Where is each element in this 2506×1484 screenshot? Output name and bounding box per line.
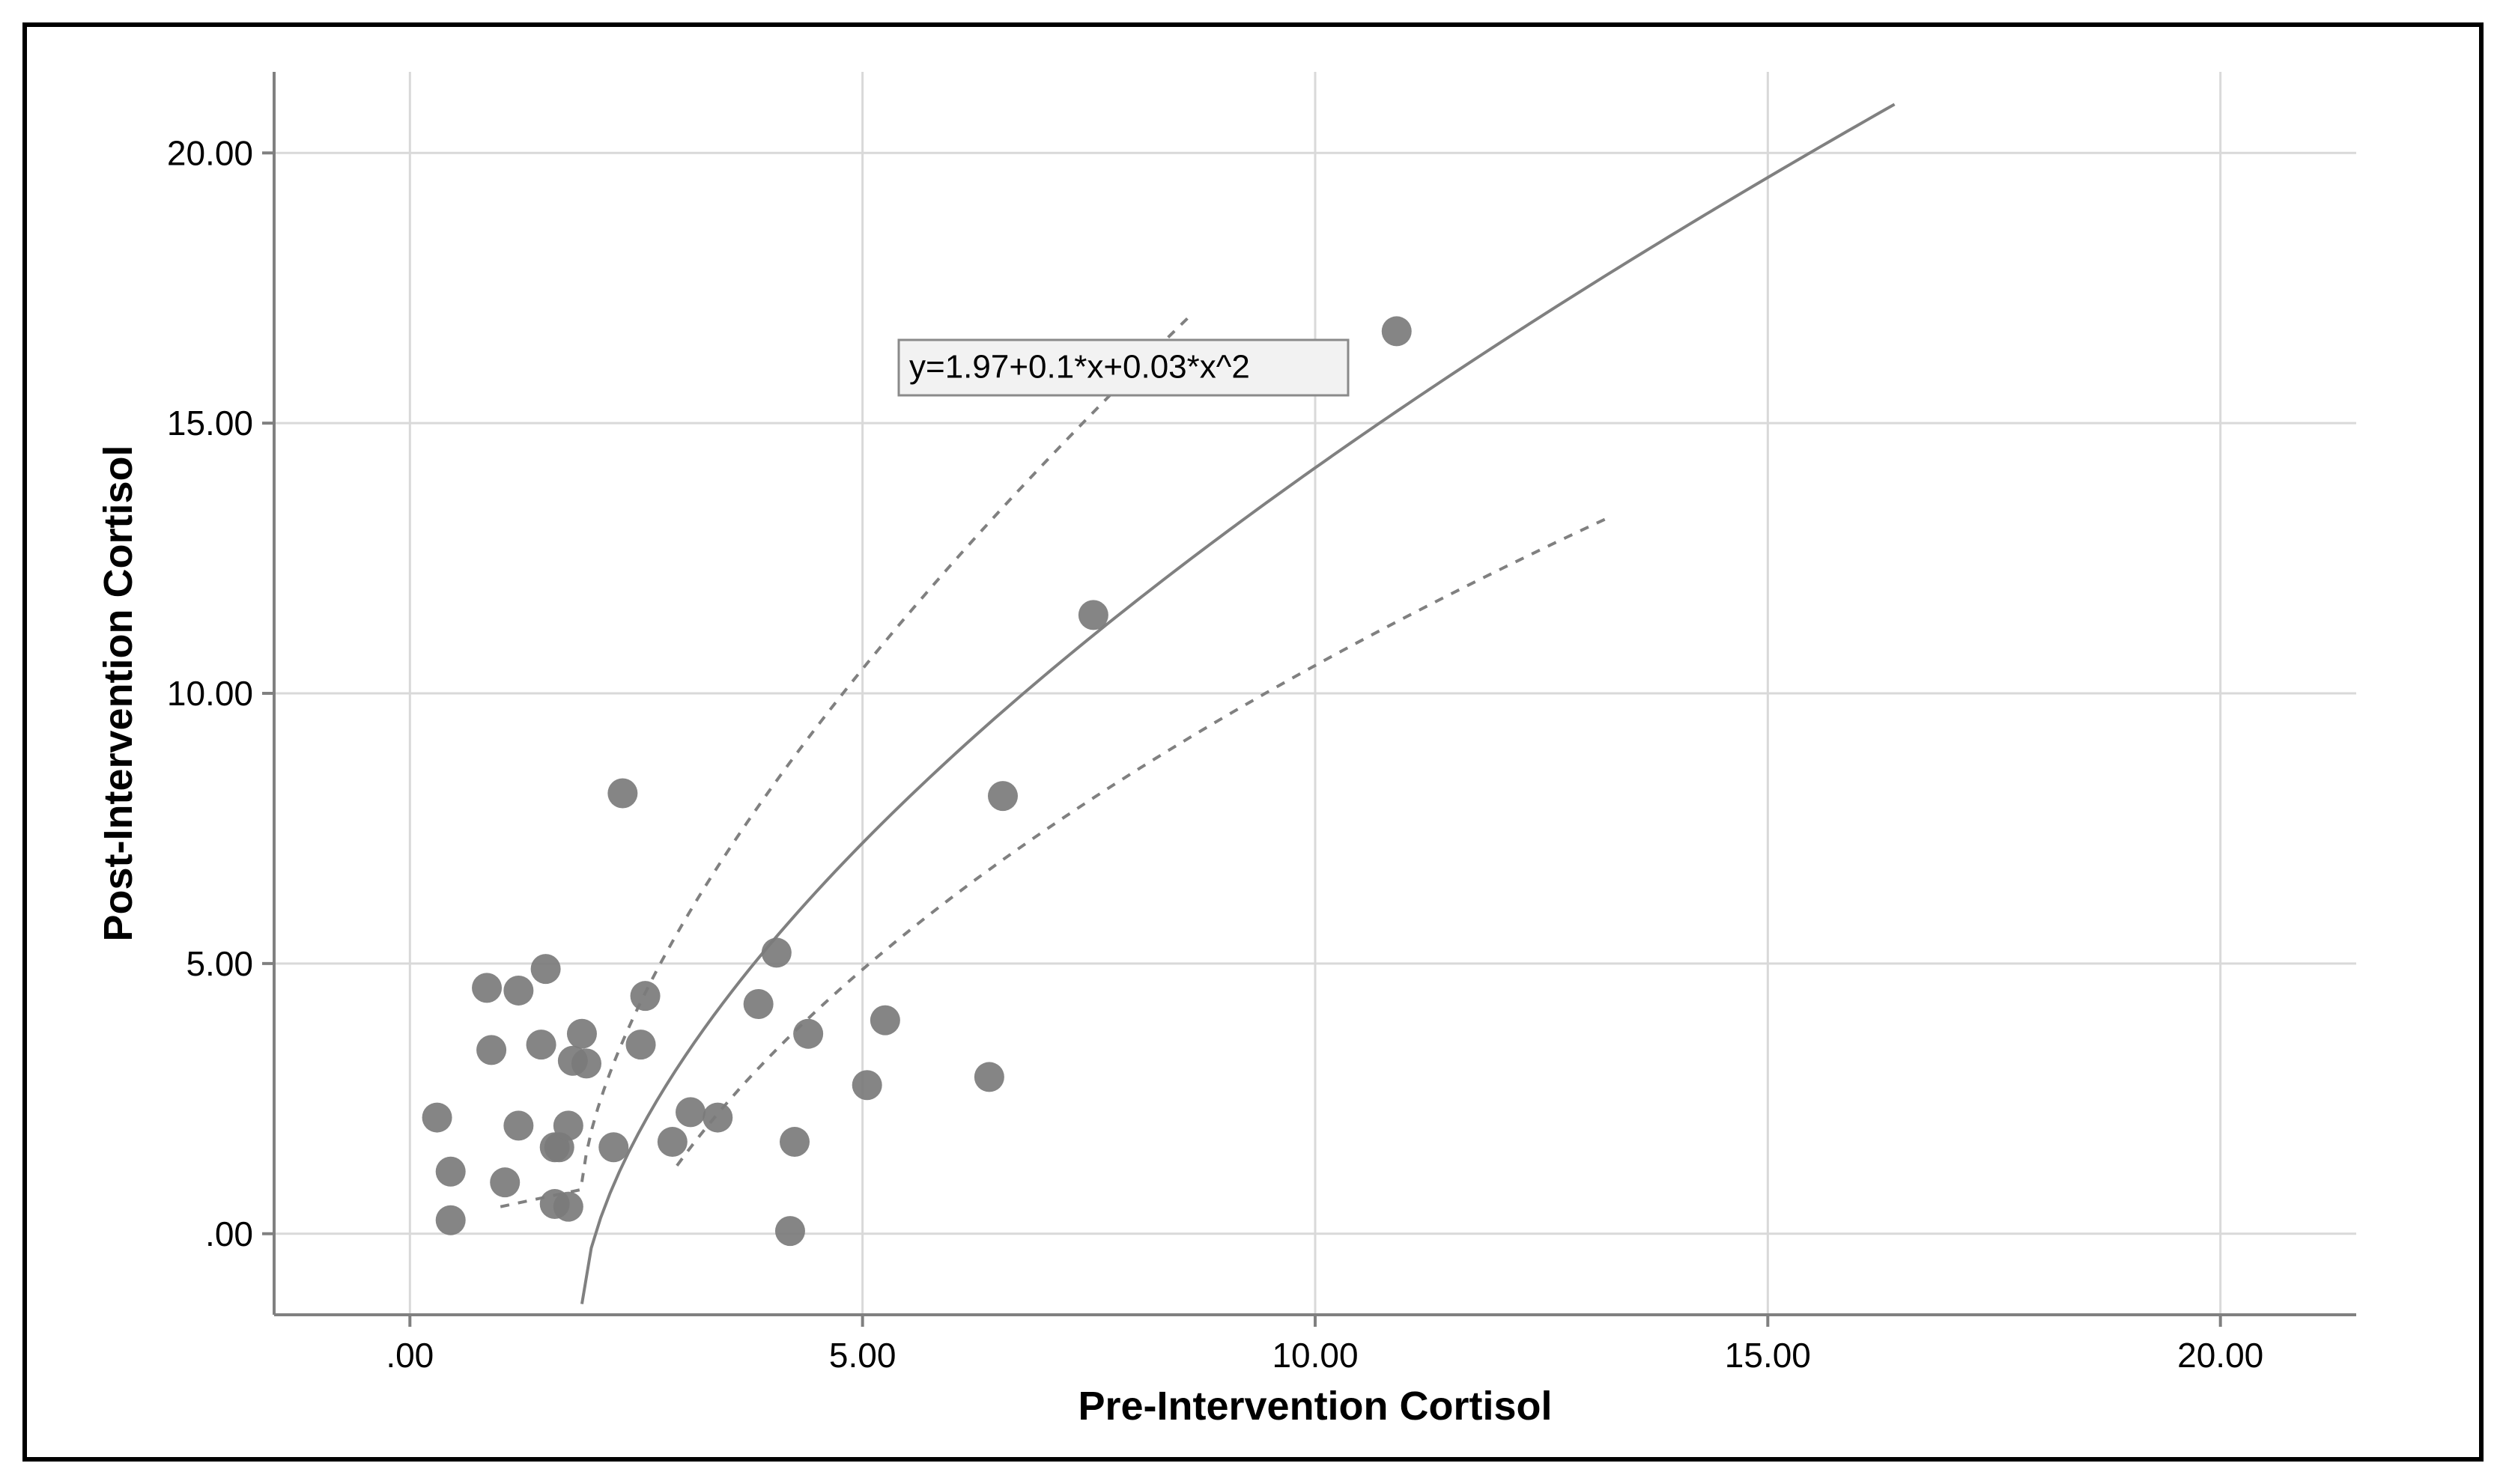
- y-axis-title: Post-Intervention Cortisol: [96, 445, 141, 941]
- data-point: [436, 1157, 466, 1187]
- data-point: [762, 937, 792, 967]
- chart-frame: .00 5.00 10.00 15.00 20.00 .00 5.00 10.00 15.00 2…: [22, 22, 2484, 1462]
- chart-container: .00 5.00 10.00 15.00 20.00 .00 5.00 10.00 15.00 2…: [0, 0, 2506, 1484]
- data-point: [775, 1216, 805, 1246]
- data-point: [490, 1167, 520, 1197]
- y-tick-label: 20.00: [167, 133, 253, 172]
- y-tick-label: 5.00: [186, 944, 253, 983]
- data-point: [626, 1030, 656, 1059]
- grid: [274, 72, 2356, 1315]
- data-point: [476, 1035, 506, 1065]
- data-point: [974, 1062, 1004, 1092]
- data-point: [793, 1019, 823, 1049]
- x-tick-label: 20.00: [2177, 1336, 2263, 1375]
- data-point: [598, 1132, 628, 1162]
- data-point: [1078, 600, 1108, 630]
- x-tick-label: .00: [386, 1336, 434, 1375]
- data-point: [607, 779, 637, 809]
- data-point: [676, 1097, 706, 1127]
- x-axis-title: Pre-Intervention Cortisol: [1078, 1384, 1552, 1429]
- ci-lower-curve: [677, 520, 1605, 1166]
- y-tick-label: .00: [205, 1214, 253, 1253]
- data-point: [472, 973, 502, 1003]
- data-point: [422, 1103, 452, 1133]
- ci-upper-curve: [500, 317, 1189, 1207]
- x-tick-label: 15.00: [1725, 1336, 1811, 1375]
- data-point: [553, 1110, 583, 1140]
- regression-curve: [582, 104, 1895, 1304]
- data-point: [780, 1127, 810, 1157]
- y-tick-label: 10.00: [167, 674, 253, 713]
- scatter-chart: .00 5.00 10.00 15.00 20.00 .00 5.00 10.00 15.00 2…: [27, 27, 2479, 1457]
- data-point: [567, 1019, 597, 1049]
- data-point: [527, 1030, 556, 1059]
- data-point: [744, 989, 774, 1019]
- data-point: [870, 1006, 900, 1036]
- data-point: [503, 976, 533, 1006]
- data-point: [553, 1192, 583, 1222]
- x-tick-label: 5.00: [829, 1336, 896, 1375]
- scatter-points: [422, 316, 1412, 1246]
- data-point: [703, 1103, 732, 1133]
- data-point: [531, 954, 561, 984]
- data-point: [631, 981, 661, 1011]
- data-point: [852, 1070, 882, 1100]
- equation-label: y=1.97+0.1*x+0.03*x^2: [909, 348, 1250, 385]
- data-point: [1382, 316, 1412, 346]
- data-point: [571, 1048, 601, 1078]
- y-tick-label: 15.00: [167, 404, 253, 443]
- x-tick-label: 10.00: [1272, 1336, 1358, 1375]
- data-point: [503, 1110, 533, 1140]
- data-point: [988, 781, 1018, 811]
- data-point: [658, 1127, 688, 1157]
- equation-box: y=1.97+0.1*x+0.03*x^2: [899, 340, 1348, 395]
- data-point: [436, 1205, 466, 1235]
